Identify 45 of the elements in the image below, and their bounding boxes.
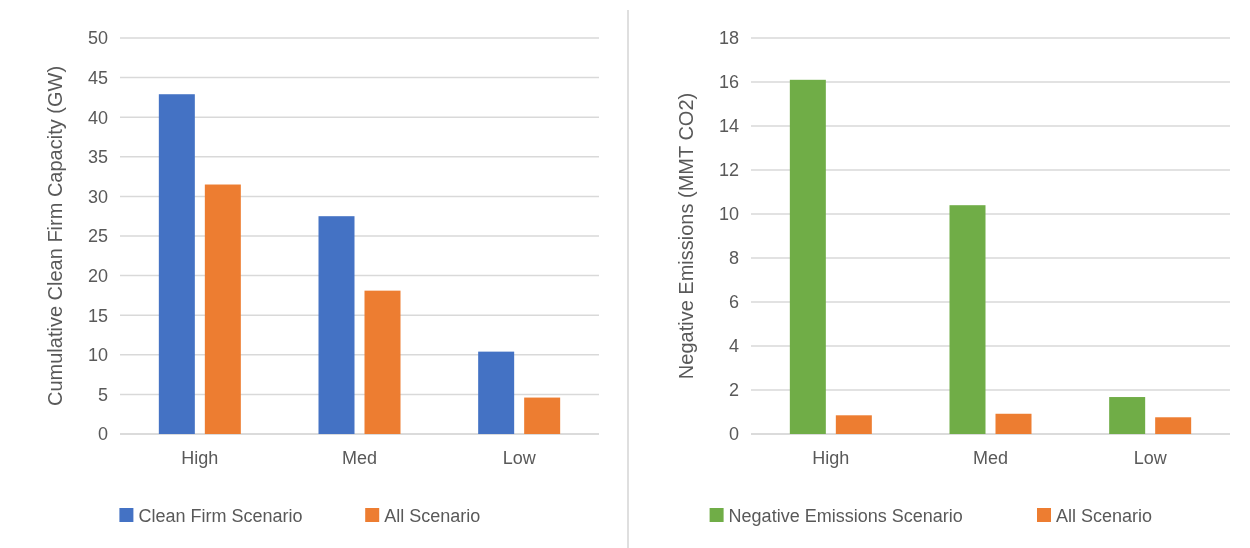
y-tick-label: 12 xyxy=(718,160,739,181)
bar xyxy=(158,94,195,434)
bar xyxy=(364,290,401,434)
bar xyxy=(789,79,826,434)
y-tick-label: 0 xyxy=(728,424,739,445)
y-tick-label: 30 xyxy=(87,186,108,207)
bar xyxy=(204,184,241,434)
y-tick-label: 45 xyxy=(87,67,108,88)
x-tick-label: Low xyxy=(502,448,537,468)
y-tick-label: 50 xyxy=(87,28,108,49)
bar xyxy=(524,397,561,434)
bar xyxy=(835,415,872,434)
y-tick-label: 16 xyxy=(718,72,739,93)
y-tick-label: 35 xyxy=(87,147,108,168)
x-tick-label: Low xyxy=(1133,448,1168,468)
legend-label: All Scenario xyxy=(384,506,481,527)
y-axis-title: Negative Emissions (MMT CO2) xyxy=(675,92,697,380)
y-tick-label: 25 xyxy=(87,226,108,247)
y-tick-label: 14 xyxy=(718,116,739,137)
legend-label: Clean Firm Scenario xyxy=(138,506,303,527)
y-tick-label: 8 xyxy=(728,248,739,269)
y-tick-label: 40 xyxy=(87,107,108,128)
bar xyxy=(949,205,986,434)
y-tick-label: 0 xyxy=(97,424,108,445)
y-tick-label: 10 xyxy=(718,204,739,225)
y-tick-label: 10 xyxy=(87,345,108,366)
bar xyxy=(318,216,355,434)
x-tick-label: Med xyxy=(972,448,1009,468)
y-axis-title: Cumulative Clean Firm Capacity (GW) xyxy=(44,65,66,407)
y-tick-label: 20 xyxy=(87,265,108,286)
x-tick-label: High xyxy=(181,448,219,468)
bar xyxy=(1109,397,1146,434)
y-tick-label: 5 xyxy=(97,384,108,405)
legend-label: Negative Emissions Scenario xyxy=(728,506,963,527)
bar xyxy=(1155,417,1192,434)
x-tick-label: Med xyxy=(341,448,378,468)
y-tick-label: 2 xyxy=(728,380,739,401)
y-tick-label: 4 xyxy=(728,336,739,357)
x-tick-label: High xyxy=(812,448,850,468)
bar xyxy=(995,413,1032,434)
legend-label: All Scenario xyxy=(1056,506,1153,527)
bar xyxy=(478,351,515,434)
y-tick-label: 18 xyxy=(718,28,739,49)
y-tick-label: 6 xyxy=(728,292,739,313)
y-tick-label: 15 xyxy=(87,305,108,326)
